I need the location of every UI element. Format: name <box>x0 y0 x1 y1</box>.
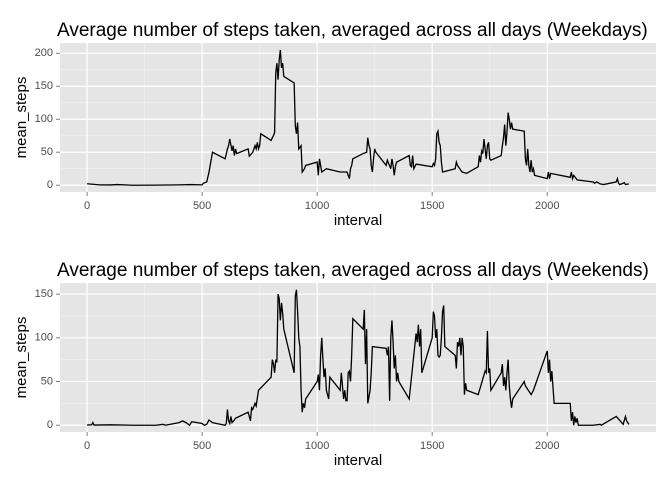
x-tick-label: 2000 <box>535 200 559 212</box>
x-tick-label: 0 <box>84 440 90 452</box>
y-axis-title: mean_steps <box>13 317 30 399</box>
y-tick-label: 150 <box>35 288 53 300</box>
y-tick-label: 50 <box>41 375 53 387</box>
x-tick-label: 500 <box>193 200 211 212</box>
chart-title: Average number of steps taken, averaged … <box>57 260 649 281</box>
y-tick-label: 100 <box>35 332 53 344</box>
y-tick-label: 150 <box>35 80 53 92</box>
x-tick-label: 1000 <box>305 440 329 452</box>
x-tick-label: 500 <box>193 440 211 452</box>
plot-background <box>60 43 656 192</box>
y-tick-label: 50 <box>41 146 53 158</box>
plot-background <box>60 283 656 432</box>
x-tick-label: 0 <box>84 200 90 212</box>
y-axis-title: mean_steps <box>13 77 30 159</box>
x-tick-label: 2000 <box>535 440 559 452</box>
x-tick-label: 1000 <box>305 200 329 212</box>
y-tick-label: 200 <box>35 47 53 59</box>
y-tick-label: 0 <box>47 419 53 431</box>
line <box>87 49 630 186</box>
line <box>87 289 630 427</box>
x-axis-title: interval <box>334 212 382 229</box>
y-tick-label: 100 <box>35 113 53 125</box>
chart-title: Average number of steps taken, averaged … <box>57 20 648 41</box>
x-tick-label: 1500 <box>420 440 444 452</box>
x-axis-title: interval <box>334 452 382 469</box>
x-tick-label: 1500 <box>420 200 444 212</box>
y-tick-label: 0 <box>47 179 53 191</box>
